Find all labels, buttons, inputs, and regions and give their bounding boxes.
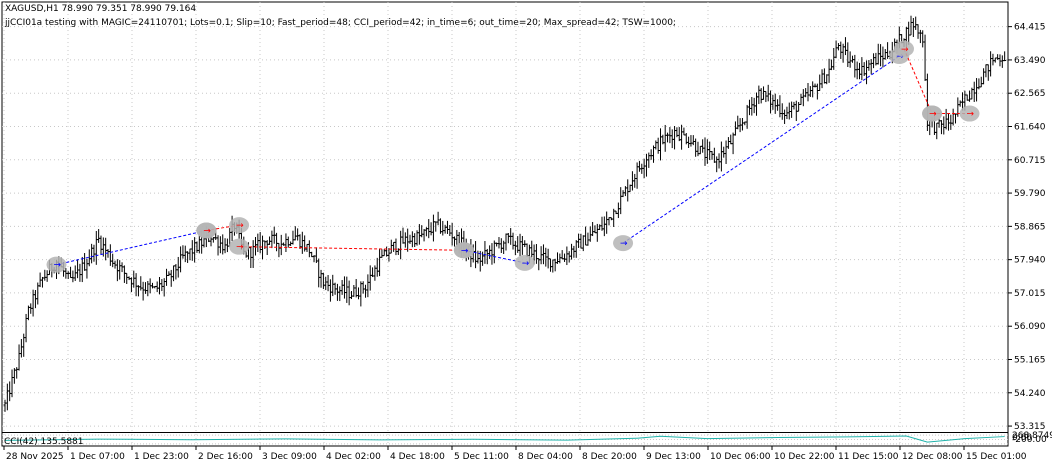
price-tick-label: 54.240	[1014, 389, 1046, 399]
trade-marker-arrow: →	[236, 243, 244, 253]
time-tick-label: 4 Dec 18:00	[390, 452, 445, 462]
price-tick-label: 63.490	[1014, 56, 1046, 66]
trade-line	[622, 55, 900, 244]
price-tick-label: 62.565	[1014, 89, 1046, 99]
trade-marker-arrow: →	[929, 110, 937, 120]
price-tick-label: 57.940	[1014, 256, 1046, 266]
trade-marker-arrow: →	[896, 52, 904, 62]
time-tick-label: 8 Dec 04:00	[518, 452, 573, 462]
time-tick-label: 10 Dec 06:00	[710, 452, 771, 462]
ea-parameters: jjCCI01a testing with MAGIC=24110701; Lo…	[5, 18, 676, 28]
trade-lines: →→→→→→→→→→→→→→	[46, 40, 980, 273]
cci-label: CCI(42) 135.5881	[4, 437, 84, 447]
candles	[3, 15, 1007, 412]
time-axis: 28 Nov 2025 1 Dec 07:00 1 Dec 23:00 2 Dec 1…	[3, 446, 1027, 462]
price-tick-label: 61.640	[1014, 123, 1046, 133]
trade-marker-halo	[46, 256, 67, 273]
time-tick-label: 15 Dec 01:00	[966, 452, 1027, 462]
trade-marker-arrow: →	[522, 259, 530, 269]
trade-line	[56, 230, 207, 266]
price-tick-label: 59.790	[1014, 189, 1046, 199]
price-tick-label: 55.165	[1014, 355, 1046, 365]
cci-axis-label: 0.00	[1012, 433, 1032, 443]
time-tick-label: 8 Dec 20:00	[582, 452, 637, 462]
trade-marker-arrow: →	[236, 221, 244, 231]
trade-marker-arrow: →	[461, 246, 469, 256]
trade-marker-halo	[922, 105, 943, 122]
trade-marker-halo	[453, 242, 474, 259]
cci-axis-label: -200.00	[1012, 435, 1047, 445]
price-tick-label: 53.315	[1014, 422, 1046, 432]
time-tick-label: 1 Dec 07:00	[70, 452, 125, 462]
trade-marker-halo	[229, 217, 250, 234]
time-tick-label: 12 Dec 08:00	[902, 452, 963, 462]
trade-marker-halo	[514, 254, 535, 271]
trade-marker-halo	[196, 222, 217, 239]
trade-marker-halo	[229, 238, 250, 255]
cci-line	[4, 435, 1005, 443]
trade-line	[463, 249, 525, 264]
chart-grid	[1, 1, 1009, 447]
price-tick-label: 58.865	[1014, 222, 1046, 232]
trade-marker-halo	[613, 235, 634, 252]
trade-marker-arrow: →	[967, 110, 975, 120]
price-tick-label: 56.090	[1014, 322, 1046, 332]
time-tick-label: 10 Dec 22:00	[774, 452, 835, 462]
price-tick-label: 60.715	[1014, 156, 1046, 166]
time-tick-label: 4 Dec 02:00	[326, 452, 381, 462]
time-tick-label: 2 Dec 16:00	[198, 452, 253, 462]
trade-marker-arrow: →	[901, 45, 909, 55]
trade-marker-halo	[893, 40, 914, 57]
plot-frame	[1, 1, 1009, 447]
trade-marker-halo	[959, 105, 980, 122]
time-tick-label: 3 Dec 09:00	[262, 452, 317, 462]
time-tick-label: 11 Dec 15:00	[838, 452, 899, 462]
time-tick-label: 9 Dec 13:00	[646, 452, 701, 462]
time-tick-label: 1 Dec 23:00	[134, 452, 189, 462]
trade-marker-arrow: →	[54, 261, 62, 271]
price-tick-label: 57.015	[1014, 289, 1046, 299]
time-tick-label: 28 Nov 2025	[6, 452, 64, 462]
time-tick-label: 5 Dec 11:00	[454, 452, 509, 462]
trade-line	[903, 48, 933, 114]
cci-axis-label: 268.8749	[1012, 431, 1052, 441]
price-axis: 64.415 63.490 62.565 61.640 60.715 59.790 58.8…	[1008, 23, 1046, 432]
symbol-info: XAGUSD,H1 78.990 79.351 78.990 79.164	[5, 4, 197, 14]
trade-line	[239, 246, 464, 251]
trade-marker-arrow: →	[203, 226, 211, 236]
price-tick-label: 64.415	[1014, 23, 1046, 33]
trade-marker-arrow: →	[620, 239, 628, 249]
